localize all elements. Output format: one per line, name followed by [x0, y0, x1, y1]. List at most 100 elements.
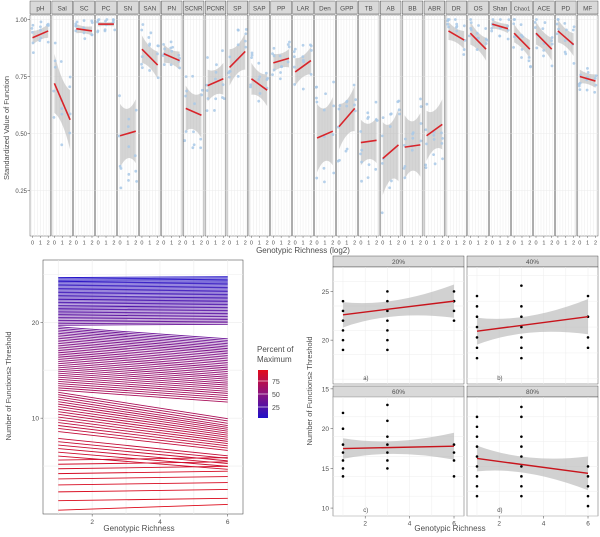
- data-point: [447, 25, 450, 29]
- top-y-tick-label: 0.75: [15, 75, 27, 81]
- facet-strip: [270, 0, 292, 15]
- data-point: [118, 94, 121, 98]
- y-tick-label: 15: [322, 466, 330, 473]
- data-point: [141, 23, 145, 26]
- data-point: [53, 65, 57, 69]
- data-point: [403, 143, 406, 147]
- x-tick-label: 4: [408, 521, 412, 528]
- threshold-line: [58, 411, 228, 436]
- data-point: [386, 443, 389, 446]
- x-tick-label: 0: [491, 241, 494, 247]
- data-point: [467, 34, 471, 38]
- data-point: [386, 451, 389, 454]
- data-point: [452, 475, 456, 478]
- data-point: [419, 139, 423, 143]
- data-point: [520, 47, 524, 51]
- threshold-line: [58, 299, 228, 302]
- x-tick-label: 0: [425, 241, 428, 247]
- fit-line: [448, 30, 465, 41]
- data-point: [484, 27, 488, 30]
- data-point: [74, 29, 78, 33]
- threshold-line: [58, 295, 228, 298]
- data-point: [39, 36, 43, 40]
- data-point: [411, 136, 415, 140]
- data-point: [533, 26, 537, 29]
- data-point: [345, 147, 349, 151]
- data-point: [386, 329, 389, 332]
- data-point: [258, 75, 262, 79]
- facet-label: ABR: [428, 6, 441, 13]
- data-point: [213, 109, 216, 112]
- panel-area: [332, 266, 465, 385]
- data-point: [236, 43, 240, 47]
- x-tick-label: 1: [323, 241, 326, 247]
- facet-strip: [358, 0, 380, 15]
- x-tick-label: 1: [39, 241, 42, 247]
- threshold-line: [58, 346, 228, 360]
- x-tick-label: 1: [477, 241, 480, 247]
- data-point: [446, 22, 450, 26]
- threshold-line: [58, 431, 228, 451]
- threshold-line: [58, 328, 228, 341]
- data-point: [585, 88, 589, 92]
- data-point: [475, 425, 479, 429]
- threshold-lines-chart: 10 20 2 4 6: [32, 259, 244, 526]
- data-point: [542, 48, 546, 52]
- fit-line: [404, 144, 421, 148]
- y-tick-label: 20: [322, 338, 330, 345]
- threshold-line: [58, 311, 228, 314]
- threshold-line: [58, 301, 228, 303]
- facet-label: PD: [561, 6, 570, 13]
- data-point: [163, 47, 167, 51]
- panel-tag: b): [497, 376, 502, 382]
- bl-x-axis-label: Genotypic Richness: [103, 524, 174, 533]
- data-point: [425, 142, 428, 146]
- x-tick-label: 1: [302, 241, 305, 247]
- data-point: [293, 47, 297, 51]
- facet-label: SAN: [143, 6, 156, 13]
- data-point: [586, 475, 590, 478]
- threshold-line: [58, 331, 228, 345]
- data-point: [265, 78, 269, 81]
- fit-line: [579, 75, 596, 82]
- fit-line: [491, 23, 509, 30]
- data-point: [535, 18, 538, 21]
- data-point: [520, 56, 523, 59]
- threshold-line: [58, 383, 228, 396]
- data-point: [324, 92, 327, 96]
- data-point: [475, 484, 479, 488]
- x-tick-label: 1: [345, 241, 348, 247]
- x-tick-label: 1: [214, 241, 217, 247]
- x-tick-label: 2: [497, 521, 501, 528]
- fit-line: [53, 83, 71, 121]
- threshold-line: [58, 322, 228, 325]
- threshold-line: [58, 291, 228, 294]
- data-point: [520, 455, 523, 458]
- fit-line: [382, 144, 400, 160]
- facet-strip: [73, 0, 95, 15]
- data-point: [134, 108, 138, 112]
- data-point: [475, 455, 479, 458]
- threshold-line: [58, 309, 228, 312]
- x-tick-label: 2: [419, 241, 422, 247]
- data-point: [484, 42, 488, 45]
- x-tick-label: 0: [140, 241, 143, 247]
- data-point: [156, 76, 160, 80]
- x-tick-label: 2: [594, 241, 597, 247]
- threshold-line: [58, 293, 228, 296]
- facet-strip: [401, 0, 424, 15]
- data-point: [366, 115, 370, 119]
- facet-strip: [204, 0, 227, 15]
- data-point: [315, 96, 318, 100]
- x-tick-label: 4: [158, 519, 162, 526]
- x-tick-label: 2: [309, 241, 312, 247]
- confidence-band: [342, 284, 455, 328]
- x-tick-label: 2: [506, 241, 509, 247]
- threshold-line: [58, 292, 228, 295]
- data-point: [380, 161, 384, 165]
- data-point: [206, 56, 209, 59]
- data-point: [184, 130, 188, 133]
- data-point: [452, 443, 456, 446]
- x-tick-label: 2: [550, 241, 553, 247]
- data-point: [490, 26, 494, 30]
